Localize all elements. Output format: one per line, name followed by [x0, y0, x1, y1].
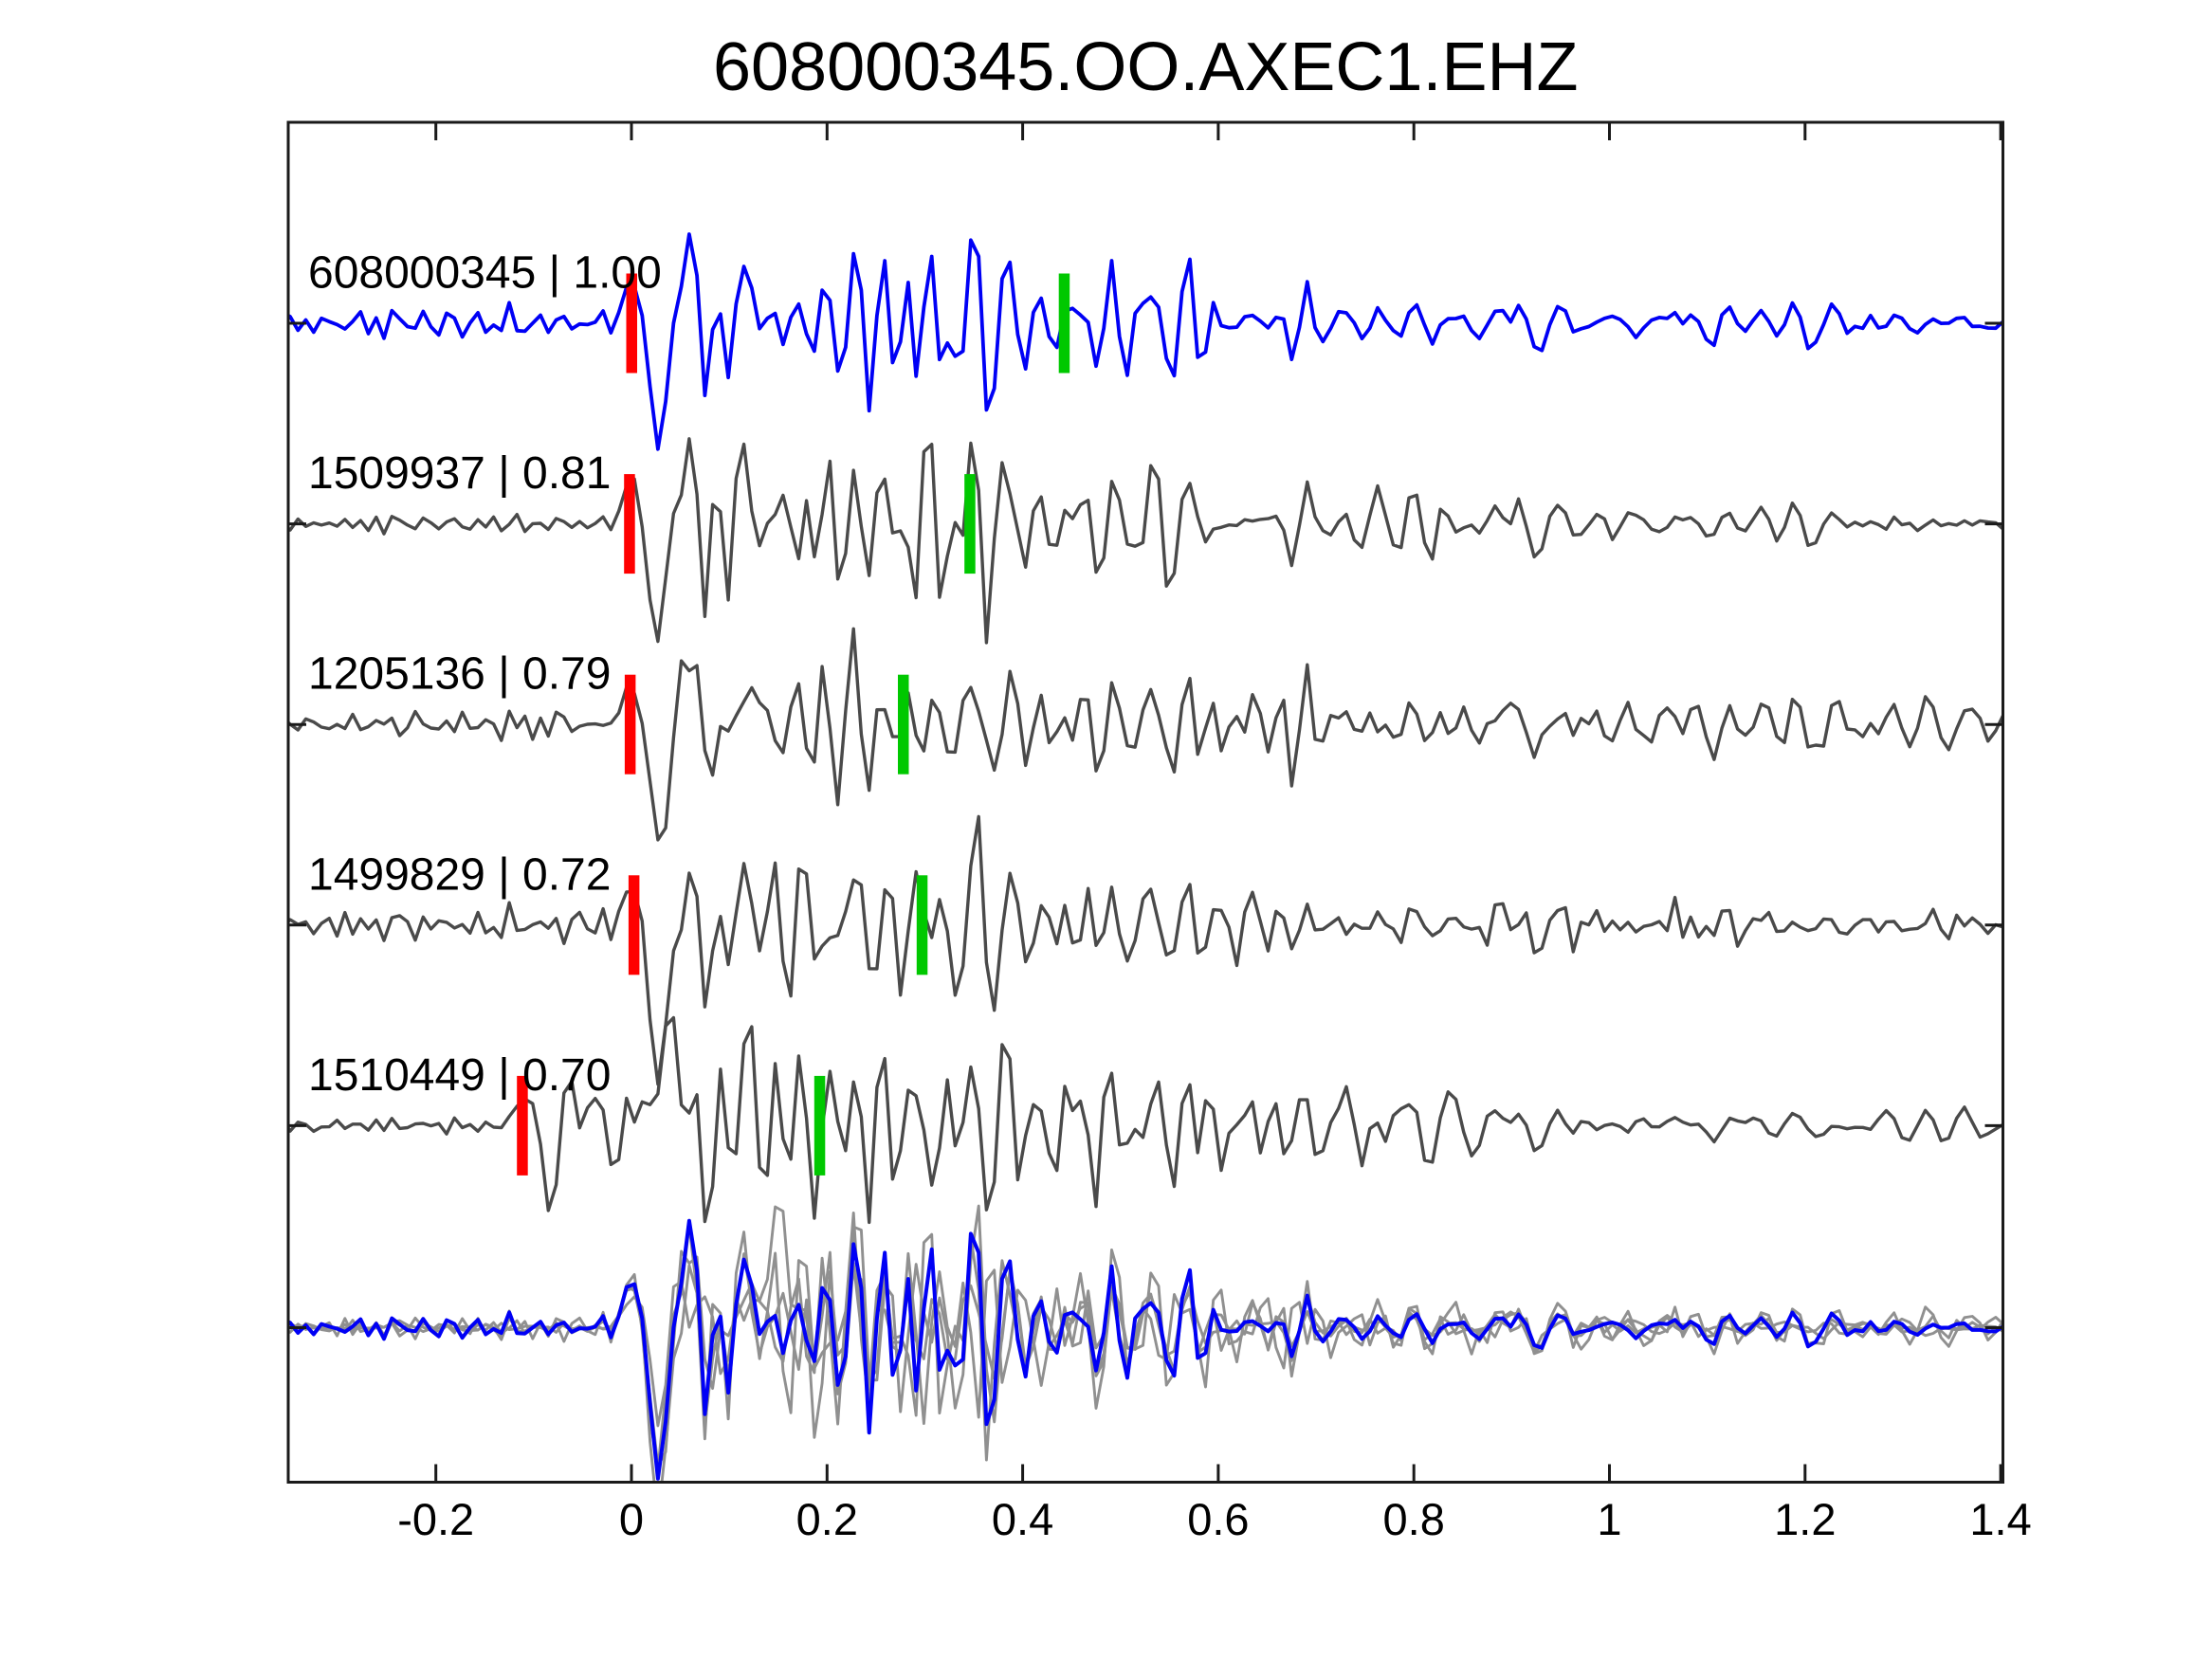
svg-text:608000345.OO.AXEC1.EHZ: 608000345.OO.AXEC1.EHZ: [713, 29, 1579, 105]
svg-text:1: 1: [1597, 1494, 1621, 1544]
svg-text:-0.2: -0.2: [397, 1494, 474, 1544]
svg-text:0.8: 0.8: [1383, 1494, 1445, 1544]
svg-text:0.6: 0.6: [1187, 1494, 1249, 1544]
svg-text:1.4: 1.4: [1969, 1494, 2031, 1544]
svg-text:0: 0: [619, 1494, 644, 1544]
svg-text:1509937 | 0.81: 1509937 | 0.81: [308, 448, 611, 499]
svg-text:608000345 | 1.00: 608000345 | 1.00: [308, 248, 662, 299]
svg-text:0.2: 0.2: [796, 1494, 858, 1544]
svg-text:1499829 | 0.72: 1499829 | 0.72: [308, 849, 611, 900]
svg-text:1.2: 1.2: [1774, 1494, 1836, 1544]
svg-text:0.4: 0.4: [992, 1494, 1053, 1544]
svg-text:1510449 | 0.70: 1510449 | 0.70: [308, 1050, 611, 1101]
svg-text:1205136 | 0.79: 1205136 | 0.79: [308, 649, 611, 700]
